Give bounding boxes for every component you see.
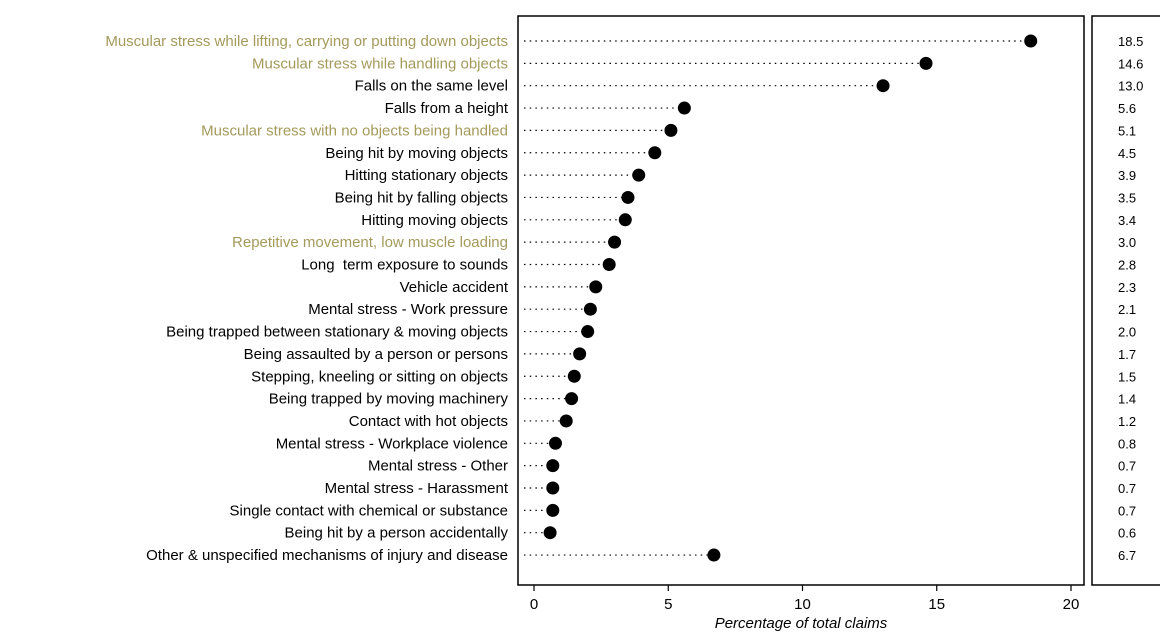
value-label: 3.4 — [1118, 213, 1136, 228]
category-label: Being trapped between stationary & movin… — [166, 324, 508, 341]
chart-rows: Muscular stress while lifting, carrying … — [105, 33, 1143, 564]
data-point — [581, 325, 595, 339]
plot-frame — [517, 15, 1085, 586]
data-point — [548, 436, 562, 450]
data-point — [1024, 34, 1038, 48]
data-point — [546, 503, 560, 517]
data-point — [559, 414, 573, 428]
value-label: 5.1 — [1118, 123, 1136, 138]
value-label: 13.0 — [1118, 79, 1143, 94]
value-label: 0.7 — [1118, 459, 1136, 474]
category-label: Being trapped by moving machinery — [269, 391, 509, 408]
category-label: Repetitive movement, low muscle loading — [232, 234, 508, 251]
category-label: Being hit by moving objects — [325, 145, 508, 162]
value-label: 4.5 — [1118, 146, 1136, 161]
data-point — [589, 280, 603, 294]
x-tick-label: 15 — [928, 596, 945, 613]
category-label: Single contact with chemical or substanc… — [230, 502, 508, 519]
x-tick-label: 0 — [530, 596, 538, 613]
data-point — [618, 213, 632, 227]
value-label: 0.6 — [1118, 526, 1136, 541]
category-label: Being hit by a person accidentally — [285, 525, 509, 542]
value-label: 6.7 — [1118, 548, 1136, 563]
value-label: 2.1 — [1118, 302, 1136, 317]
category-label: Contact with hot objects — [349, 413, 508, 430]
value-label: 2.3 — [1118, 280, 1136, 295]
data-point — [621, 190, 635, 204]
category-label: Stepping, kneeling or sitting on objects — [251, 368, 508, 385]
x-axis: 0 5 10 15 20 — [530, 585, 1080, 613]
data-point — [648, 146, 662, 160]
category-label: Long term exposure to sounds — [301, 257, 508, 274]
data-point — [573, 347, 587, 361]
value-label: 3.0 — [1118, 235, 1136, 250]
value-label: 1.7 — [1118, 347, 1136, 362]
category-label: Muscular stress while handling objects — [252, 55, 508, 72]
value-label: 3.9 — [1118, 168, 1136, 183]
data-point — [876, 79, 890, 93]
category-label: Falls on the same level — [355, 78, 508, 95]
data-point — [608, 235, 622, 249]
data-point — [707, 548, 721, 562]
data-point — [546, 459, 560, 473]
category-label: Muscular stress with no objects being ha… — [201, 122, 508, 139]
data-point — [567, 369, 581, 383]
value-label: 0.8 — [1118, 436, 1136, 451]
category-label: Hitting moving objects — [361, 212, 508, 229]
value-label: 2.0 — [1118, 325, 1136, 340]
category-label: Being assaulted by a person or persons — [244, 346, 508, 363]
value-label: 0.7 — [1118, 481, 1136, 496]
value-label: 14.6 — [1118, 56, 1143, 71]
data-point — [546, 481, 560, 495]
category-label: Other & unspecified mechanisms of injury… — [146, 547, 508, 564]
category-label: Vehicle accident — [400, 279, 509, 296]
data-point — [543, 526, 557, 540]
category-label: Mental stress - Workplace violence — [276, 435, 508, 452]
value-label: 3.5 — [1118, 190, 1136, 205]
value-label: 0.7 — [1118, 503, 1136, 518]
x-tick-label: 10 — [794, 596, 811, 613]
category-label: Hitting stationary objects — [345, 167, 508, 184]
data-point — [583, 302, 597, 316]
category-label: Mental stress - Other — [368, 458, 508, 475]
x-axis-title: Percentage of total claims — [715, 615, 888, 632]
value-label: 2.8 — [1118, 258, 1136, 273]
category-label: Falls from a height — [385, 100, 509, 117]
data-point — [677, 101, 691, 115]
category-label: Being hit by falling objects — [335, 189, 508, 206]
data-point — [664, 123, 678, 137]
value-label: 1.5 — [1118, 369, 1136, 384]
value-column-frame — [1091, 15, 1160, 586]
data-point — [602, 258, 616, 271]
value-label: 18.5 — [1118, 34, 1143, 49]
value-label: 1.2 — [1118, 414, 1136, 429]
category-label: Muscular stress while lifting, carrying … — [105, 33, 508, 50]
category-label: Mental stress - Work pressure — [308, 301, 508, 318]
value-label: 5.6 — [1118, 101, 1136, 116]
data-point — [565, 392, 579, 406]
data-point — [919, 56, 933, 70]
data-point — [632, 168, 646, 182]
x-tick-label: 20 — [1063, 596, 1080, 613]
x-tick-label: 5 — [664, 596, 672, 613]
category-label: Mental stress - Harassment — [325, 480, 509, 497]
value-label: 1.4 — [1118, 392, 1136, 407]
